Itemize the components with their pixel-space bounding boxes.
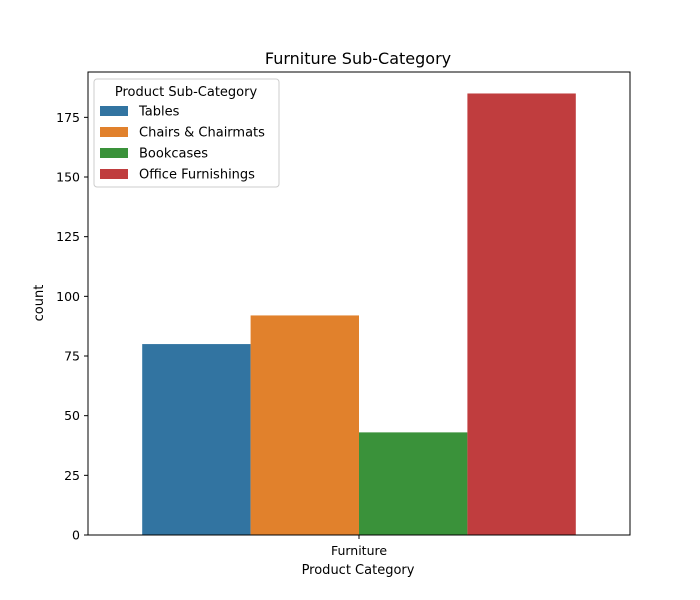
bar-chairs-chairmats <box>250 315 359 535</box>
legend-title: Product Sub-Category <box>115 85 258 100</box>
legend-label: Office Furnishings <box>139 168 255 183</box>
legend-label: Chairs & Chairmats <box>139 126 265 141</box>
legend-label: Tables <box>138 105 180 120</box>
x-tick-label: Furniture <box>331 543 387 558</box>
legend-swatch <box>100 169 128 179</box>
x-axis-label: Product Category <box>302 563 415 578</box>
y-tick-label: 100 <box>56 289 80 304</box>
bar-office-furnishings <box>467 93 576 536</box>
y-tick-label: 175 <box>56 110 80 125</box>
y-tick-label: 25 <box>64 468 80 483</box>
x-axis: Furniture <box>331 535 387 558</box>
y-tick-label: 150 <box>56 170 80 185</box>
y-tick-label: 75 <box>64 349 80 364</box>
legend-swatch <box>100 148 128 158</box>
legend-box <box>93 78 280 188</box>
y-axis: 0 25 50 75 100 125 150 175 <box>56 110 88 543</box>
legend-swatch <box>100 106 128 116</box>
bar-bookcases <box>359 432 468 535</box>
y-axis-label: count <box>32 285 47 322</box>
legend-swatch <box>100 127 128 137</box>
legend: Product Sub-Category Tables Chairs & Chai… <box>93 78 280 188</box>
y-tick-label: 0 <box>72 528 80 543</box>
y-tick-label: 50 <box>64 408 80 423</box>
bar-tables <box>142 344 251 535</box>
y-tick-label: 125 <box>56 229 80 244</box>
legend-label: Bookcases <box>139 147 208 162</box>
bars-group <box>142 93 576 536</box>
chart-title: Furniture Sub-Category <box>265 49 451 68</box>
